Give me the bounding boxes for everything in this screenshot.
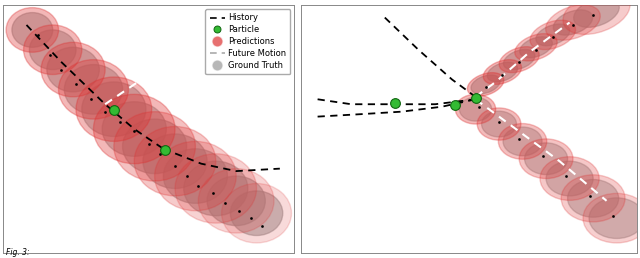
Ellipse shape	[483, 60, 522, 84]
Ellipse shape	[487, 62, 518, 82]
Ellipse shape	[573, 0, 620, 27]
Circle shape	[477, 108, 521, 140]
Ellipse shape	[563, 0, 630, 34]
Circle shape	[519, 139, 573, 179]
Ellipse shape	[536, 24, 570, 46]
Circle shape	[65, 64, 123, 114]
Ellipse shape	[520, 37, 552, 58]
Circle shape	[460, 97, 492, 121]
Circle shape	[163, 149, 227, 203]
Circle shape	[76, 77, 152, 141]
Circle shape	[155, 141, 236, 211]
Circle shape	[6, 8, 58, 52]
Circle shape	[123, 119, 187, 174]
Circle shape	[29, 30, 76, 70]
Circle shape	[561, 175, 625, 222]
Circle shape	[481, 111, 516, 137]
Ellipse shape	[546, 5, 600, 40]
Ellipse shape	[504, 50, 535, 70]
Ellipse shape	[515, 34, 557, 61]
Circle shape	[230, 191, 283, 236]
Ellipse shape	[471, 75, 500, 94]
Legend: History, Particle, Predictions, Future Motion, Ground Truth: History, Particle, Predictions, Future M…	[205, 9, 290, 74]
Circle shape	[503, 127, 542, 156]
Circle shape	[102, 102, 166, 156]
Ellipse shape	[467, 73, 504, 96]
Circle shape	[568, 180, 619, 217]
Circle shape	[456, 94, 496, 124]
Circle shape	[525, 143, 568, 175]
Circle shape	[93, 94, 175, 164]
Ellipse shape	[530, 20, 575, 50]
Circle shape	[175, 154, 257, 223]
Circle shape	[221, 183, 291, 243]
Circle shape	[546, 161, 593, 196]
Circle shape	[41, 42, 105, 97]
Circle shape	[47, 47, 99, 92]
Circle shape	[12, 13, 52, 47]
Circle shape	[207, 176, 266, 225]
Circle shape	[540, 157, 599, 200]
Circle shape	[24, 25, 82, 75]
Text: Fig. 3:: Fig. 3:	[6, 248, 30, 257]
Circle shape	[583, 194, 640, 243]
Circle shape	[143, 134, 207, 188]
Ellipse shape	[554, 10, 593, 35]
Circle shape	[184, 161, 248, 216]
Circle shape	[198, 169, 274, 233]
Circle shape	[82, 82, 146, 136]
Ellipse shape	[499, 47, 540, 72]
Circle shape	[589, 198, 640, 238]
Circle shape	[58, 60, 129, 119]
Circle shape	[499, 124, 547, 159]
Circle shape	[114, 112, 195, 181]
Circle shape	[134, 126, 216, 196]
